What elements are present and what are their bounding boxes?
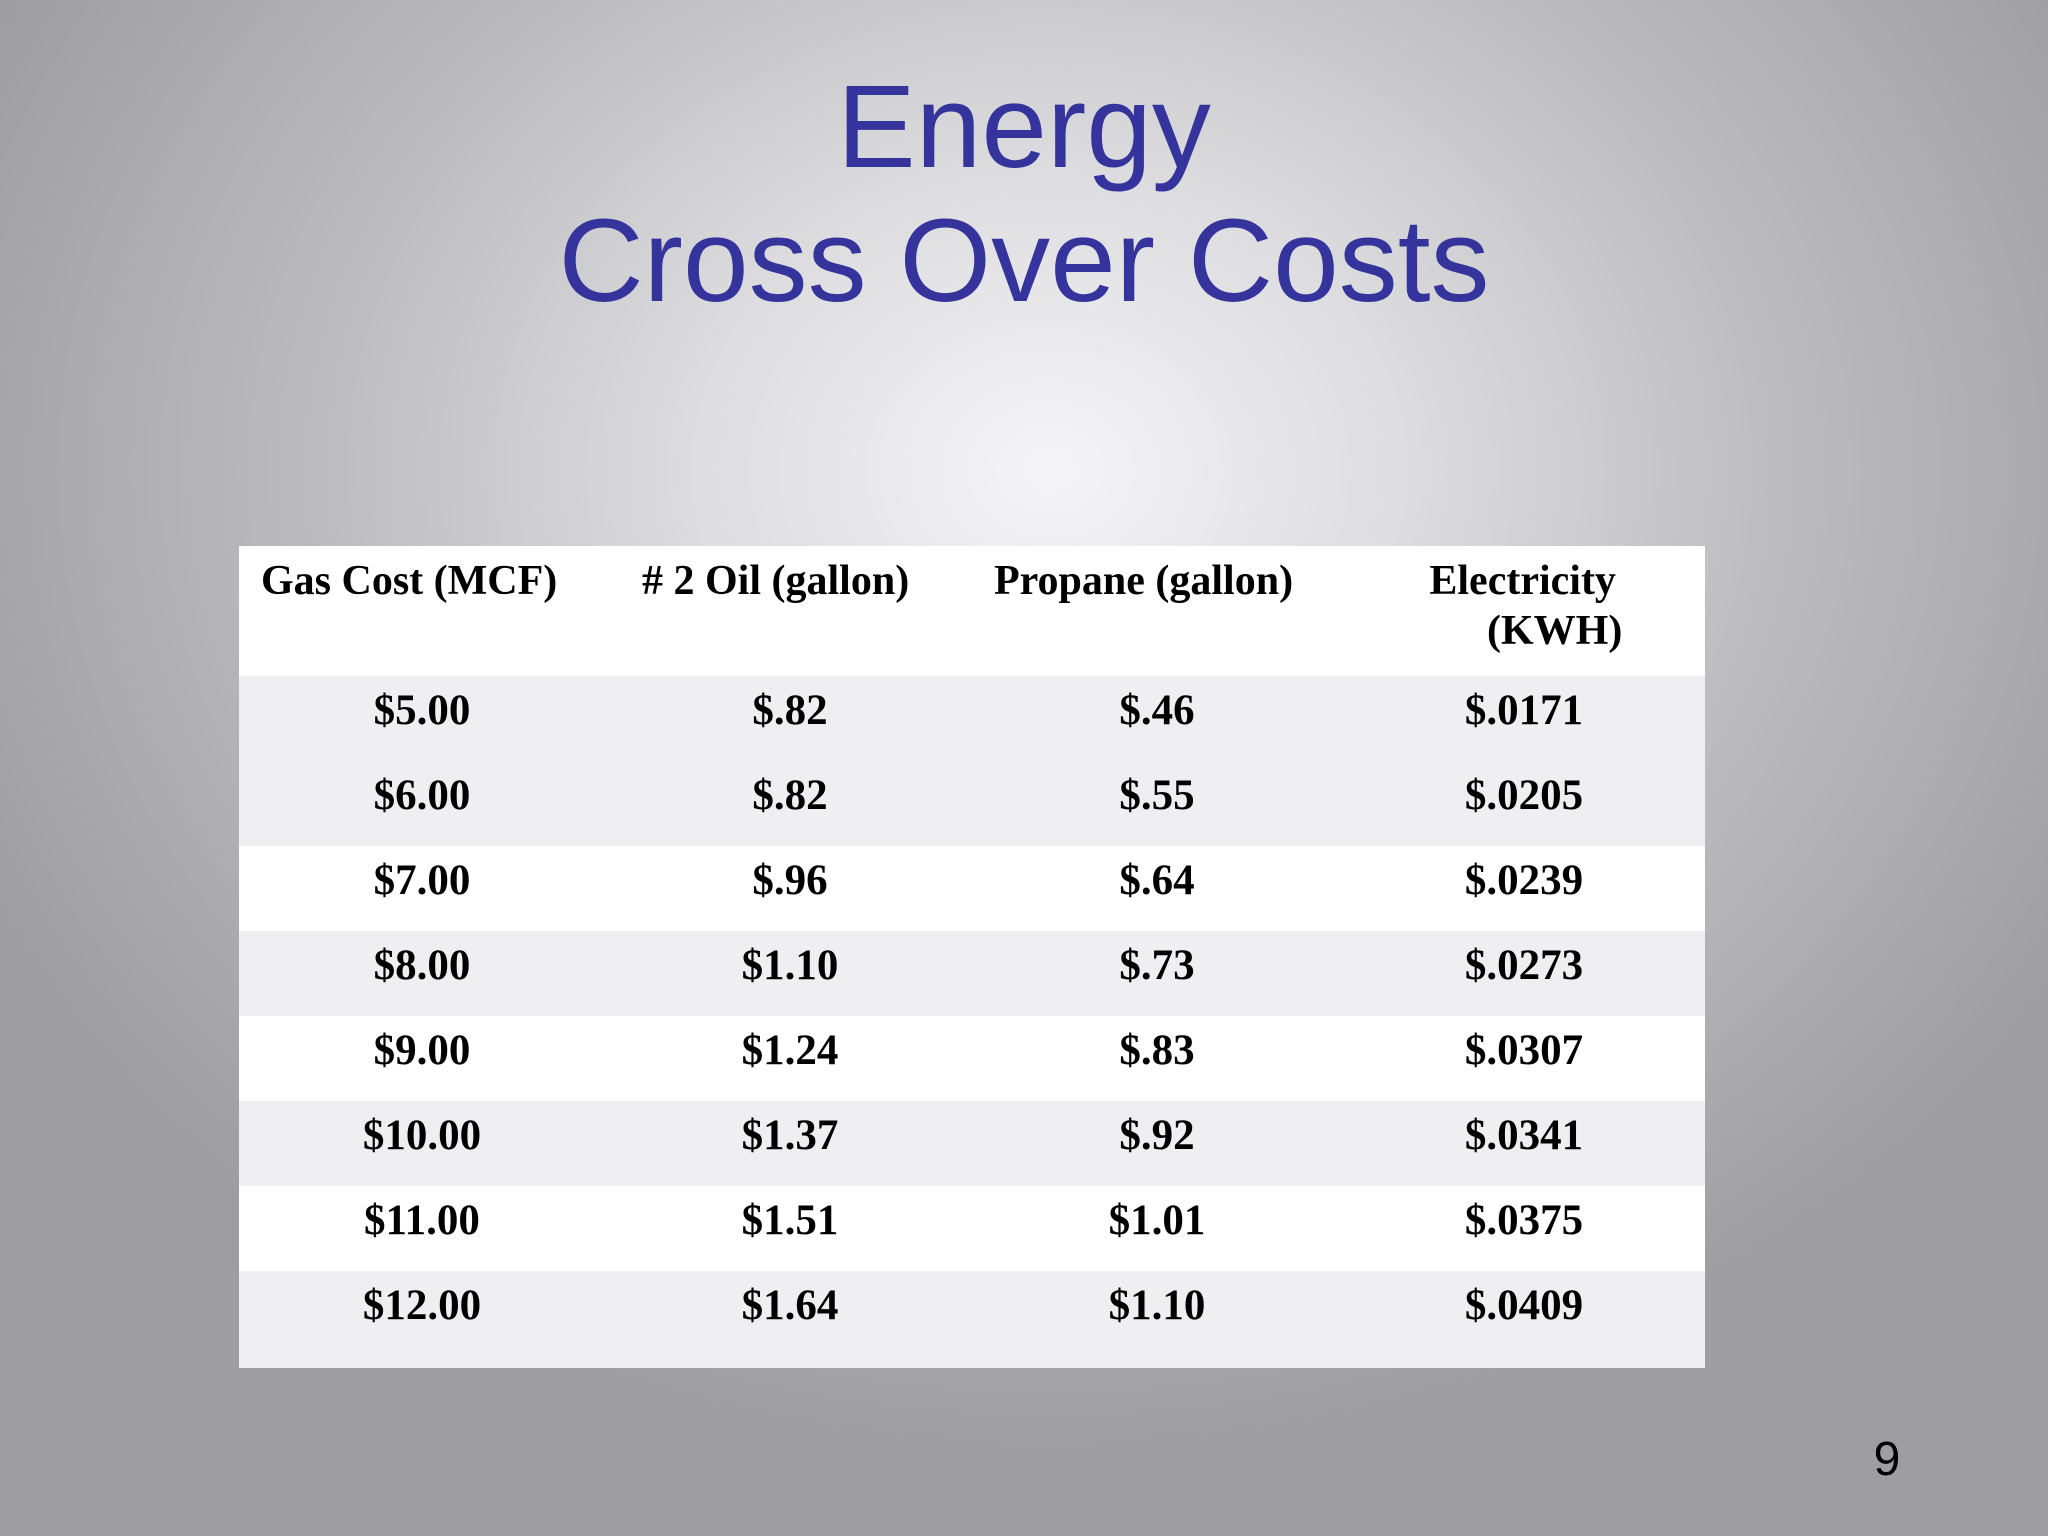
table-header-row: Gas Cost (MCF) # 2 Oil (gallon) Propane …	[239, 546, 1705, 676]
cell-gas-cost: $7.00	[373, 857, 471, 904]
cell-propane: $.92	[1119, 1112, 1195, 1159]
cell-propane: $.73	[1119, 942, 1195, 989]
cell-oil: $.82	[752, 687, 828, 734]
cell-electricity: $.0273	[1464, 942, 1584, 989]
table-row: $8.00 $1.10 $.73 $.0273	[239, 931, 1705, 1016]
cell-oil: $.82	[752, 772, 828, 819]
cell-electricity: $.0239	[1464, 857, 1584, 904]
table-row: $12.00 $1.64 $1.10 $.0409	[239, 1271, 1705, 1368]
header-oil: # 2 Oil (gallon)	[642, 558, 910, 604]
table-row: $10.00 $1.37 $.92 $.0341	[239, 1101, 1705, 1186]
header-electricity: Electricity (KWH)	[1423, 556, 1622, 656]
cell-electricity: $.0409	[1464, 1282, 1584, 1329]
cell-electricity: $.0307	[1464, 1027, 1584, 1074]
cell-oil: $1.51	[741, 1197, 839, 1244]
cell-oil: $1.37	[741, 1112, 839, 1159]
cell-propane: $.55	[1119, 772, 1195, 819]
cell-gas-cost: $11.00	[364, 1197, 480, 1244]
cell-propane: $.64	[1119, 857, 1195, 904]
table-row: $6.00 $.82 $.55 $.0205	[239, 761, 1705, 846]
table-row: $9.00 $1.24 $.83 $.0307	[239, 1016, 1705, 1101]
cell-electricity: $.0171	[1464, 687, 1584, 734]
cell-propane: $1.10	[1108, 1282, 1206, 1329]
cell-gas-cost: $10.00	[362, 1112, 482, 1159]
header-electricity-line-2: (KWH)	[1487, 608, 1623, 654]
header-propane: Propane (gallon)	[994, 558, 1294, 604]
cross-over-cost-table: Gas Cost (MCF) # 2 Oil (gallon) Propane …	[239, 546, 1705, 1368]
table-row: $7.00 $.96 $.64 $.0239	[239, 846, 1705, 931]
header-electricity-line-1: Electricity	[1429, 558, 1616, 604]
cell-gas-cost: $6.00	[373, 772, 471, 819]
cell-oil: $.96	[752, 857, 828, 904]
cell-gas-cost: $9.00	[373, 1027, 471, 1074]
page-number: 9	[1873, 1433, 1901, 1486]
cell-gas-cost: $8.00	[373, 942, 471, 989]
cell-propane: $.83	[1119, 1027, 1195, 1074]
cell-gas-cost: $5.00	[373, 687, 471, 734]
cell-oil: $1.24	[741, 1027, 839, 1074]
slide-title-line-2: Cross Over Costs	[558, 195, 1490, 327]
cell-oil: $1.64	[741, 1282, 839, 1329]
header-gas-cost: Gas Cost (MCF)	[261, 558, 558, 604]
cell-electricity: $.0375	[1464, 1197, 1584, 1244]
cell-gas-cost: $12.00	[362, 1282, 482, 1329]
table-row: $5.00 $.82 $.46 $.0171	[239, 676, 1705, 761]
cell-electricity: $.0205	[1464, 772, 1584, 819]
slide-title-line-1: Energy	[837, 61, 1211, 193]
cell-oil: $1.10	[741, 942, 839, 989]
cell-propane: $.46	[1119, 687, 1195, 734]
cell-propane: $1.01	[1108, 1197, 1206, 1244]
slide-title: Energy Cross Over Costs	[0, 60, 2048, 328]
table-row: $11.00 $1.51 $1.01 $.0375	[239, 1186, 1705, 1271]
cell-electricity: $.0341	[1464, 1112, 1584, 1159]
